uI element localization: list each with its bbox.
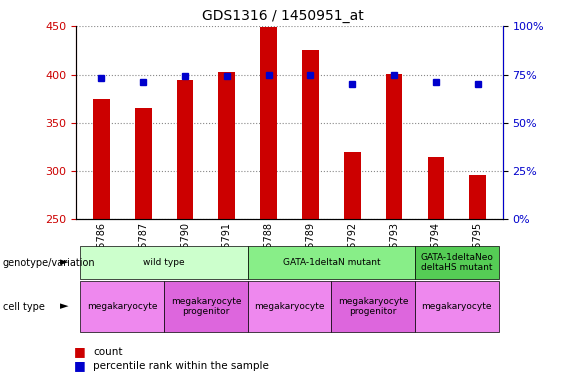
Text: megakaryocyte: megakaryocyte xyxy=(421,302,492,311)
Bar xyxy=(135,108,151,219)
Text: GATA-1deltaN mutant: GATA-1deltaN mutant xyxy=(282,258,380,267)
Text: wild type: wild type xyxy=(144,258,185,267)
Text: megakaryocyte
progenitor: megakaryocyte progenitor xyxy=(171,297,241,316)
Text: ►: ► xyxy=(60,302,69,312)
Text: GDS1316 / 1450951_at: GDS1316 / 1450951_at xyxy=(202,9,363,23)
Text: megakaryocyte: megakaryocyte xyxy=(87,302,158,311)
Bar xyxy=(93,99,110,219)
Text: ■: ■ xyxy=(73,345,85,358)
Text: ■: ■ xyxy=(73,359,85,372)
Text: cell type: cell type xyxy=(3,302,45,312)
Bar xyxy=(344,152,360,219)
Text: ►: ► xyxy=(60,258,69,267)
Text: megakaryocyte: megakaryocyte xyxy=(254,302,325,311)
Text: count: count xyxy=(93,347,123,357)
Bar xyxy=(428,157,444,219)
Bar xyxy=(470,175,486,219)
Bar xyxy=(386,74,402,219)
Text: genotype/variation: genotype/variation xyxy=(3,258,95,267)
Bar xyxy=(260,27,277,219)
Bar xyxy=(177,80,193,219)
Text: percentile rank within the sample: percentile rank within the sample xyxy=(93,361,269,370)
Text: GATA-1deltaNeo
deltaHS mutant: GATA-1deltaNeo deltaHS mutant xyxy=(420,253,493,272)
Bar xyxy=(302,50,319,219)
Text: megakaryocyte
progenitor: megakaryocyte progenitor xyxy=(338,297,408,316)
Bar xyxy=(219,72,235,219)
